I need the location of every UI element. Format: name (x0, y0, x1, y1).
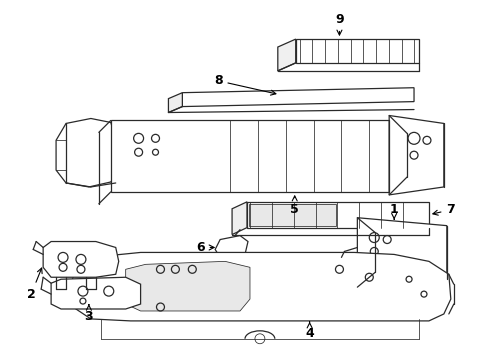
Polygon shape (43, 242, 119, 277)
Text: 4: 4 (305, 322, 313, 340)
Polygon shape (248, 204, 336, 226)
Polygon shape (388, 116, 443, 195)
Polygon shape (56, 118, 116, 187)
Text: 5: 5 (290, 196, 299, 216)
Polygon shape (111, 121, 388, 192)
Polygon shape (168, 93, 182, 113)
Polygon shape (71, 252, 450, 321)
Polygon shape (357, 218, 446, 287)
Polygon shape (295, 39, 418, 63)
Text: 9: 9 (334, 13, 343, 35)
Polygon shape (51, 277, 141, 309)
Text: 8: 8 (213, 74, 275, 95)
Polygon shape (182, 88, 413, 107)
Text: 6: 6 (196, 241, 214, 254)
Polygon shape (277, 39, 295, 71)
Polygon shape (232, 202, 246, 235)
Polygon shape (125, 261, 249, 311)
Text: 1: 1 (389, 203, 398, 219)
Polygon shape (246, 202, 428, 228)
Polygon shape (215, 235, 247, 261)
Text: 2: 2 (27, 268, 42, 301)
Text: 3: 3 (84, 305, 93, 323)
Text: 7: 7 (432, 203, 454, 216)
